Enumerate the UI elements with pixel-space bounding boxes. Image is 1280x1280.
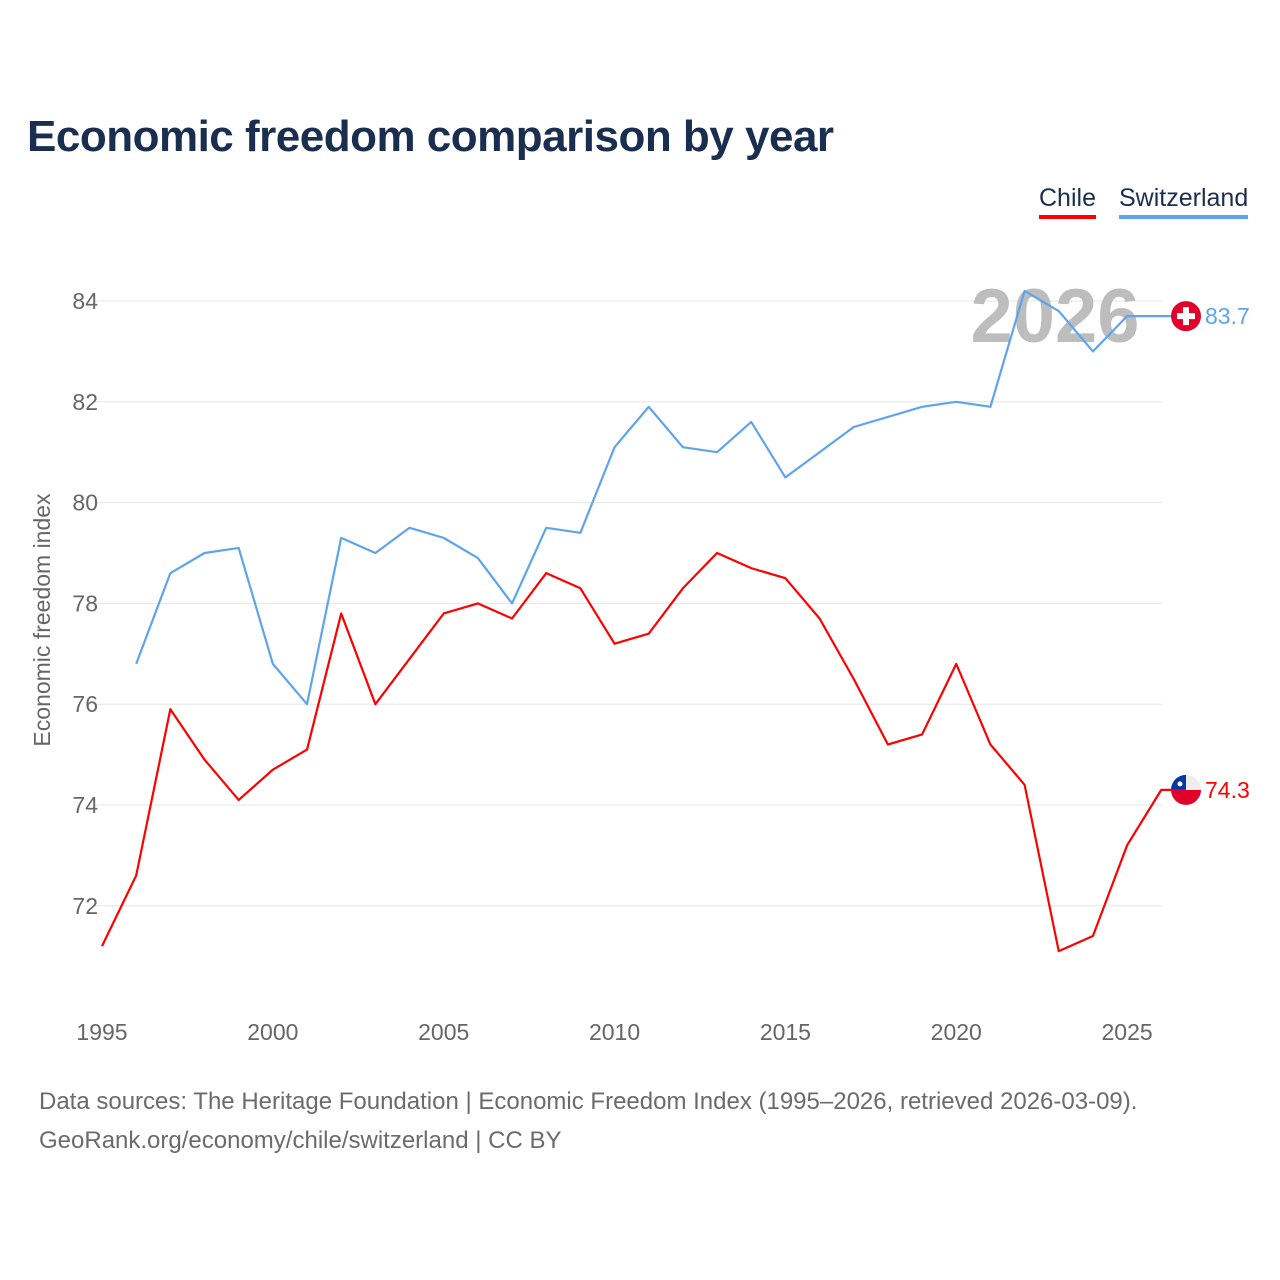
x-tick-label: 2020: [931, 1019, 982, 1045]
chart-title: Economic freedom comparison by year: [27, 112, 834, 161]
y-tick-label: 72: [72, 893, 98, 919]
y-tick-label: 76: [72, 691, 98, 717]
y-tick-label: 84: [72, 288, 98, 314]
x-tick-label: 2010: [589, 1019, 640, 1045]
data-sources: Data sources: The Heritage Foundation | …: [39, 1088, 1138, 1115]
y-tick-label: 82: [72, 389, 98, 415]
series-line-chile: [101, 551, 1186, 953]
x-tick-label: 2015: [760, 1019, 811, 1045]
credit-line: GeoRank.org/economy/chile/switzerland | …: [39, 1127, 562, 1154]
chile-flag-icon: [1171, 789, 1201, 805]
series-line-switzerland: [135, 289, 1186, 706]
legend-item-chile[interactable]: Chile: [1039, 184, 1096, 219]
chile-flag-star: [1177, 781, 1183, 787]
x-tick-label: 2005: [418, 1019, 469, 1045]
end-value-label-chile: 74.3: [1205, 777, 1250, 803]
x-tick-label: 1995: [76, 1019, 127, 1045]
x-tick-label: 2000: [247, 1019, 298, 1045]
legend-item-switzerland[interactable]: Switzerland: [1119, 184, 1249, 219]
y-tick-label: 74: [72, 792, 98, 818]
y-axis-label: Economic freedom index: [29, 493, 55, 747]
y-tick-label: 78: [72, 590, 98, 616]
end-value-label-switzerland: 83.7: [1205, 303, 1250, 329]
y-tick-label: 80: [72, 490, 98, 516]
year-watermark: 2026: [970, 274, 1139, 359]
x-tick-label: 2025: [1102, 1019, 1153, 1045]
flag-cross: [1177, 313, 1195, 320]
